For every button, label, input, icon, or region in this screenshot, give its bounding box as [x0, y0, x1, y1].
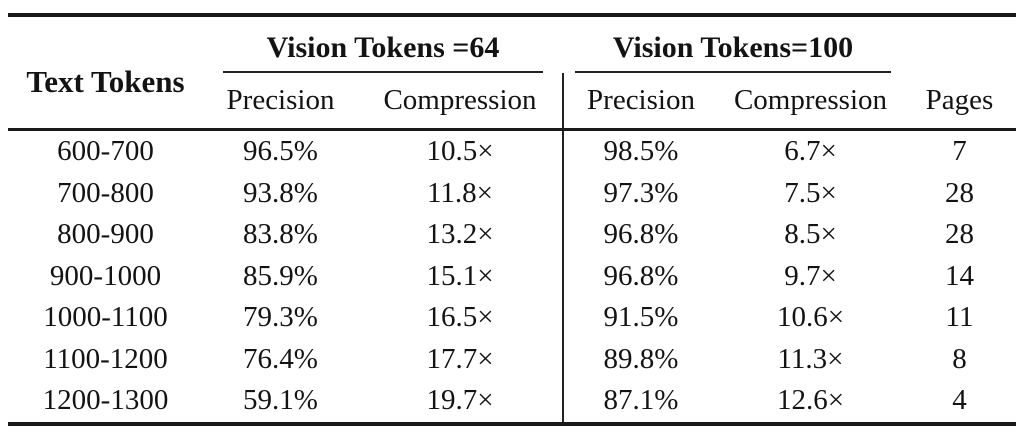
cell-compression-100: 6.7× — [784, 135, 837, 168]
cell-text-tokens: 600-700 — [57, 135, 154, 168]
cell-compression-64: 11.8× — [426, 176, 494, 209]
cell-precision-100: 87.1% — [562, 380, 718, 424]
table-body: 600-700 96.5% 10.5× 98.5% 6.7× 7 700-800… — [8, 129, 1016, 424]
cell-compression-100: 10.6× — [776, 301, 845, 334]
cell-precision-100: 96.8% — [562, 255, 718, 297]
cell-pages: 28 — [945, 176, 974, 209]
col-header-precision-100: Precision — [562, 73, 718, 130]
group-header-vision-tokens-64: Vision Tokens =64 — [203, 15, 563, 73]
cell-compression-100: 12.6× — [776, 384, 845, 417]
cell-pages: 4 — [952, 384, 967, 417]
group-header-row: Text Tokens Vision Tokens =64 Vision Tok… — [8, 15, 1016, 99]
cell-text-tokens: 900-1000 — [49, 259, 162, 292]
cell-compression-64: 15.1× — [426, 259, 494, 292]
cell-precision-100: 91.5% — [562, 297, 718, 339]
cell-precision-64: 93.8% — [243, 176, 318, 209]
group-header-vision-tokens-100-label: Vision Tokens=100 — [575, 31, 891, 73]
cell-pages: 7 — [952, 135, 967, 168]
cell-pages: 8 — [952, 342, 967, 375]
cell-precision-100: 89.8% — [562, 338, 718, 380]
cell-text-tokens: 1200-1300 — [42, 384, 169, 417]
table-row: 600-700 96.5% 10.5× 98.5% 6.7× 7 — [8, 129, 1016, 173]
col-header-pages: Pages — [925, 84, 994, 116]
cell-pages: 28 — [945, 218, 974, 251]
table-row: 1000-1100 79.3% 16.5× 91.5% 10.6× 11 — [8, 297, 1016, 339]
cell-precision-64: 96.5% — [243, 135, 318, 168]
group-header-vision-tokens-100: Vision Tokens=100 — [563, 15, 903, 73]
cell-text-tokens: 800-900 — [57, 218, 154, 251]
table-row: 900-1000 85.9% 15.1× 96.8% 9.7× 14 — [8, 255, 1016, 297]
col-header-compression-64: Compression — [383, 84, 537, 116]
cell-compression-100: 7.5× — [784, 176, 837, 209]
cell-precision-64: 59.1% — [243, 384, 318, 417]
col-header-text-tokens: Text Tokens — [26, 63, 185, 99]
group-header-vision-tokens-64-label: Vision Tokens =64 — [223, 31, 543, 73]
cell-text-tokens: 1000-1100 — [43, 301, 168, 334]
cell-precision-64: 83.8% — [243, 218, 318, 251]
cell-pages: 14 — [945, 259, 974, 292]
cell-compression-100: 9.7× — [784, 259, 837, 292]
cell-precision-64: 79.3% — [243, 301, 318, 334]
table-row: 1200-1300 59.1% 19.7× 87.1% 12.6× 4 — [8, 380, 1016, 424]
cell-compression-64: 13.2× — [426, 218, 494, 251]
table-row: 800-900 83.8% 13.2× 96.8% 8.5× 28 — [8, 214, 1016, 256]
pages-header-spacer — [903, 15, 1016, 73]
cell-text-tokens: 700-800 — [57, 176, 154, 209]
results-table: Text Tokens Vision Tokens =64 Vision Tok… — [8, 13, 1016, 426]
table-row: 700-800 93.8% 11.8× 97.3% 7.5× 28 — [8, 172, 1016, 214]
table-row: 1100-1200 76.4% 17.7× 89.8% 11.3× 8 — [8, 338, 1016, 380]
cell-compression-64: 17.7× — [426, 342, 494, 375]
table-header: Text Tokens Vision Tokens =64 Vision Tok… — [8, 15, 1016, 130]
cell-compression-64: 10.5× — [426, 135, 494, 168]
col-header-compression-100: Compression — [733, 84, 888, 116]
cell-precision-100: 98.5% — [562, 129, 718, 173]
cell-precision-64: 76.4% — [243, 342, 318, 375]
cell-compression-100: 11.3× — [777, 342, 844, 375]
cell-precision-100: 96.8% — [562, 214, 718, 256]
cell-text-tokens: 1100-1200 — [43, 342, 168, 375]
cell-precision-100: 97.3% — [562, 172, 718, 214]
cell-precision-64: 85.9% — [243, 259, 318, 292]
sub-header-row: Precision Compression Precision Compress… — [8, 73, 1016, 130]
cell-pages: 11 — [945, 301, 974, 334]
cell-compression-100: 8.5× — [784, 218, 837, 251]
col-header-precision-64: Precision — [226, 84, 335, 116]
cell-compression-64: 19.7× — [426, 384, 494, 417]
cell-compression-64: 16.5× — [426, 301, 494, 334]
